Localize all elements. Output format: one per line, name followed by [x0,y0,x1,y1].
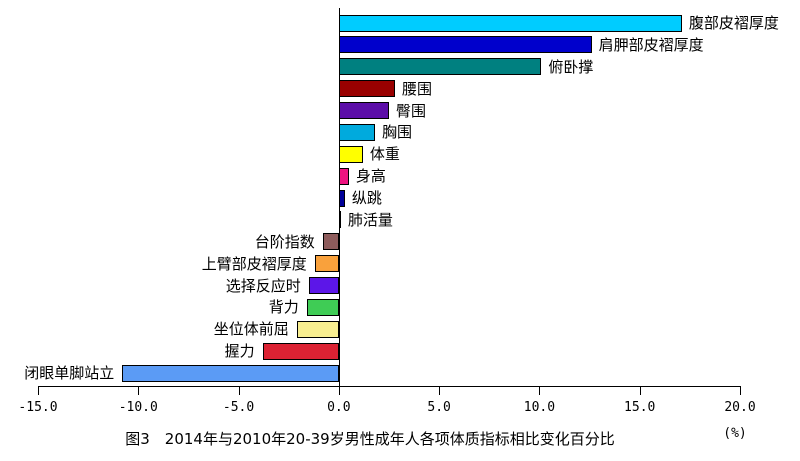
bar-label: 纵跳 [351,189,382,207]
chart-bar [308,277,339,294]
bar-label: 背力 [268,298,299,317]
x-axis-tick-label: 20.0 [724,400,756,415]
chart-bar [338,58,542,75]
chart-bar [306,299,339,316]
bar-label: 胸围 [381,123,412,142]
x-axis-tick-label: 10.0 [523,400,556,415]
bar-label: 肩胛部皮褶厚度 [598,35,704,54]
x-axis-tick [138,386,140,395]
x-axis-tick [338,386,340,395]
bar-label: 身高 [355,167,386,186]
bar-label: 俯卧撑 [548,57,594,76]
x-axis-tick [38,386,39,395]
chart-bar [338,146,363,163]
x-axis-tick [439,386,441,395]
x-axis-tick [639,386,641,395]
x-axis-tick-label: -15.0 [18,400,58,415]
chart-bar [338,211,341,228]
chart-bar [322,233,339,250]
bar-label: 腰围 [402,79,433,98]
chart-bar [296,321,339,338]
x-axis-tick [539,386,541,395]
bar-label: 选择反应时 [225,276,301,295]
chart-bar [338,102,389,119]
chart-bar [338,168,349,185]
bar-label: 台阶指数 [254,232,315,251]
x-axis-tick-label: -10.0 [118,400,158,415]
chart-title: 图3 2014年与2010年20-39岁男性成年人各项体质指标相比变化百分比 [125,430,615,448]
chart-bar [262,343,339,360]
x-axis-line [38,386,741,387]
bar-label: 握力 [224,342,255,361]
x-axis-tick-label: 5.0 [427,400,451,415]
bar-label: 上臂部皮褶厚度 [201,254,307,273]
chart-bar [338,15,682,32]
chart-bar [338,190,345,207]
x-axis-tick [740,386,741,395]
x-axis-tick-label: 0.0 [327,400,351,415]
bar-label: 臀围 [396,101,427,120]
axis-unit-label: (%) [723,426,747,441]
chart-bar [338,80,395,97]
x-axis-tick-label: -5.0 [222,400,255,415]
bar-label: 闭眼单脚站立 [24,364,115,382]
chart-bar [338,124,375,141]
x-axis-tick-label: 15.0 [624,400,656,415]
bar-label: 体重 [369,145,400,164]
chart-bar [338,36,592,53]
bar-label: 坐位体前屈 [213,320,289,339]
chart-bar [314,255,339,272]
bar-label: 腹部皮褶厚度 [688,14,779,32]
bar-label: 肺活量 [347,210,393,229]
chart-bar [122,365,339,382]
x-axis-tick [238,386,240,395]
